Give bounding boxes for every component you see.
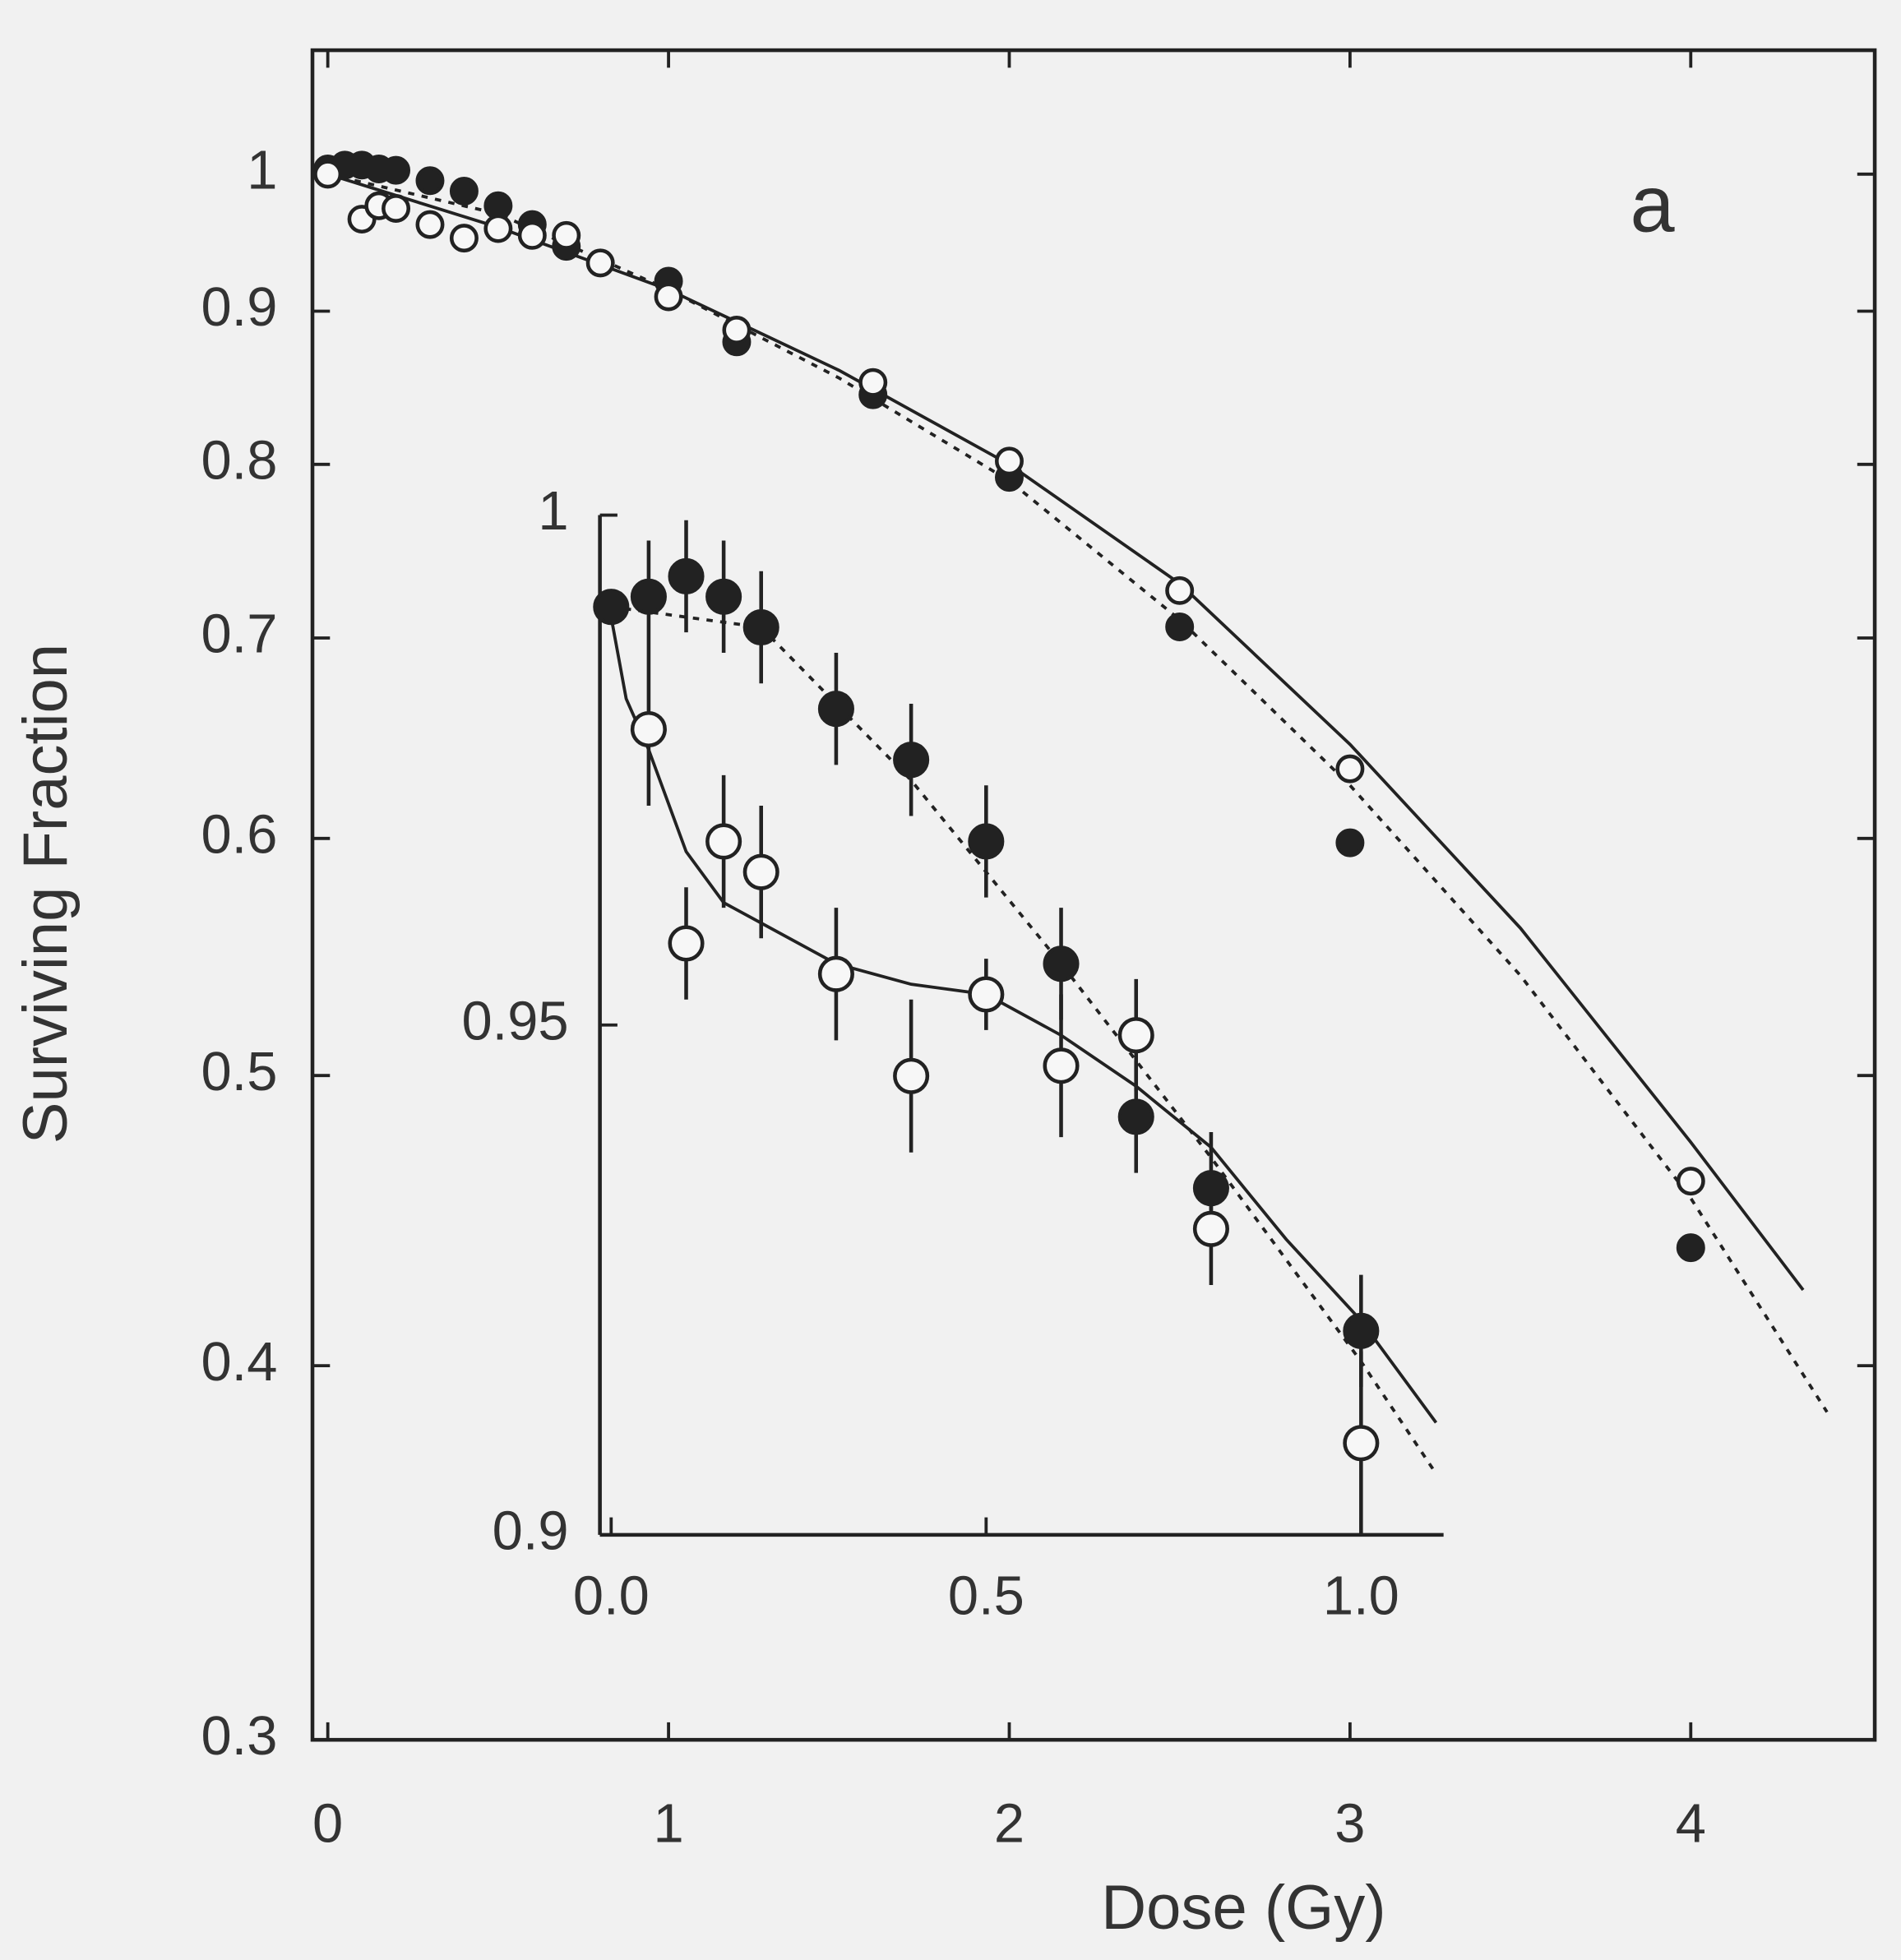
filled-point	[1343, 1312, 1380, 1349]
x-tick-label: 1.0	[1323, 1565, 1399, 1627]
y-tick-label: 0.95	[461, 990, 568, 1052]
open-point	[1117, 1017, 1154, 1054]
filled-point	[968, 823, 1005, 860]
open-point	[585, 248, 615, 278]
open-point	[817, 955, 854, 992]
open-point	[1676, 1167, 1705, 1196]
filled-point	[1117, 1098, 1154, 1135]
filled-point	[1335, 828, 1365, 858]
x-tick-label: 1	[653, 1792, 683, 1854]
y-tick-label: 0.6	[201, 803, 277, 865]
y-tick-label: 0.9	[201, 276, 277, 338]
open-point	[552, 220, 581, 250]
y-tick-label: 0.8	[201, 429, 277, 491]
filled-point	[668, 557, 705, 595]
open-point	[1165, 576, 1195, 605]
y-tick-label: 0.7	[201, 603, 277, 665]
x-tick-label: 0.5	[948, 1565, 1025, 1627]
open-point	[893, 1057, 930, 1094]
x-tick-label: 0	[312, 1792, 343, 1854]
open-point	[654, 282, 683, 312]
filled-point	[415, 166, 445, 196]
plot-frame	[310, 48, 1877, 1742]
open-point	[705, 823, 742, 860]
y-tick-label: 0.9	[493, 1500, 569, 1562]
filled-point	[742, 608, 779, 646]
fit-line	[609, 617, 1438, 1424]
filled-point	[1043, 945, 1080, 982]
filled-point	[630, 578, 667, 615]
x-axis-title: Dose (Gy)	[1101, 1873, 1385, 1943]
filled-point	[593, 589, 630, 626]
filled-point	[449, 177, 479, 206]
x-tick-label: 3	[1334, 1792, 1365, 1854]
open-point	[994, 446, 1024, 476]
x-tick-label: 4	[1676, 1792, 1706, 1854]
y-tick-label: 0.4	[201, 1331, 277, 1393]
open-point	[382, 194, 411, 223]
panel-label: a	[1630, 159, 1675, 248]
open-point	[630, 710, 667, 748]
open-point	[722, 316, 752, 344]
open-point	[1192, 1210, 1229, 1247]
open-point	[968, 976, 1005, 1013]
open-point	[1343, 1425, 1380, 1462]
filled-point	[1165, 612, 1195, 641]
filled-point	[1676, 1233, 1705, 1263]
open-point	[742, 853, 779, 890]
open-point	[1043, 1047, 1080, 1084]
open-point	[1335, 754, 1365, 784]
filled-point	[705, 578, 742, 615]
open-point	[858, 368, 888, 397]
open-point	[449, 224, 479, 253]
x-tick-label: 2	[994, 1792, 1025, 1854]
open-point	[517, 220, 547, 250]
y-tick-label: 0.5	[201, 1041, 277, 1102]
y-tick-label: 0.3	[201, 1705, 277, 1767]
y-tick-label: 1	[247, 140, 277, 201]
open-point	[668, 925, 705, 962]
filled-point	[382, 155, 411, 185]
filled-point	[893, 742, 930, 779]
y-axis-title: Surviving Fraction	[11, 644, 81, 1144]
x-tick-label: 0.0	[573, 1565, 650, 1627]
open-point	[415, 210, 445, 239]
filled-point	[817, 691, 854, 728]
open-point	[483, 214, 513, 243]
fit-line	[327, 173, 1805, 1292]
y-tick-label: 1	[538, 480, 568, 542]
open-point	[313, 159, 343, 189]
